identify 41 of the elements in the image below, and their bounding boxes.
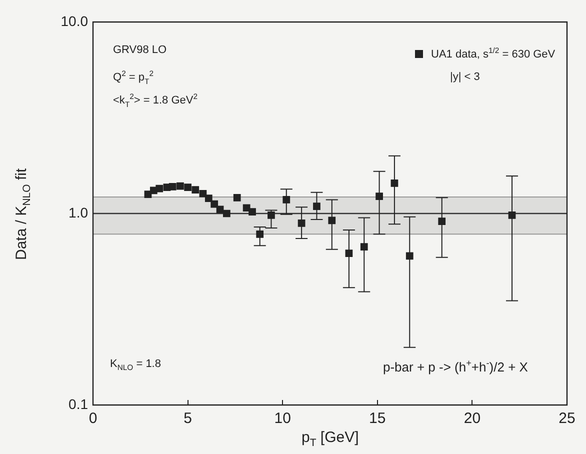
point	[438, 218, 446, 226]
point	[282, 196, 290, 204]
point	[345, 250, 353, 257]
point	[390, 179, 398, 187]
x-tick-label: 25	[558, 410, 576, 428]
point	[168, 183, 176, 190]
point	[184, 184, 192, 191]
annotation: |y| < 3	[450, 71, 480, 83]
point	[204, 194, 212, 202]
point	[268, 212, 275, 219]
annotation: <k$_{T}$$^{2}$> = 1.8 GeV$^{2}$	[113, 92, 198, 109]
point	[233, 194, 241, 202]
y-tick-label: 0.1	[68, 396, 88, 412]
point	[508, 212, 516, 219]
annotation: GRV98 LO	[113, 44, 167, 56]
point	[248, 208, 256, 216]
point	[242, 204, 250, 212]
y-tick-label: 10.0	[60, 12, 88, 29]
point	[192, 186, 200, 194]
point	[406, 252, 414, 260]
x-tick-label: 5	[184, 410, 192, 428]
x-tick-label: 15	[369, 410, 386, 428]
legend-label: UA1 data, s$^{1/2}$ = 630 GeV	[431, 46, 556, 61]
point	[328, 216, 336, 224]
annotation: K$_{NLO}$ = 1.8	[110, 358, 161, 372]
point	[210, 200, 218, 208]
x-axis-title: p$_{T}$ [GeV]	[302, 429, 359, 449]
point	[313, 202, 320, 210]
y-tick-label: 1.0	[68, 204, 88, 220]
x-tick-label: 10	[274, 410, 291, 428]
point	[376, 192, 383, 200]
point	[176, 182, 184, 190]
point	[199, 190, 207, 198]
x-tick-label: 0	[88, 410, 98, 428]
point	[256, 230, 264, 238]
point	[298, 220, 306, 227]
x-tick-label: 20	[464, 410, 481, 428]
point	[360, 243, 368, 250]
annotation: p-bar + p -> (h$^{+}$+h$^{-}$)/2 + X	[383, 358, 528, 374]
point	[222, 210, 230, 218]
point	[156, 184, 164, 192]
